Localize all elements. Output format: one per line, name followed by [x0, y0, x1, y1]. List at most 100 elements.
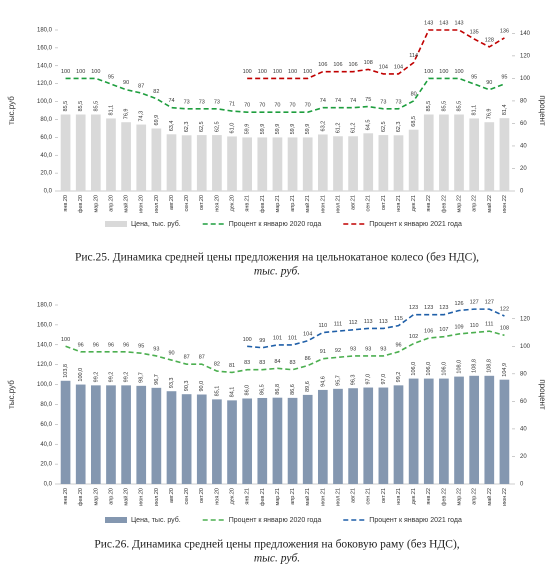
bar-value-label: 103,8: [63, 364, 69, 378]
line-value-label: 100: [454, 69, 463, 75]
line-value-label: 96: [93, 342, 99, 348]
bar: [272, 137, 283, 191]
x-tick-label: июн.22: [502, 195, 508, 213]
y-tick-label: 40,0: [40, 153, 52, 159]
x-tick-label: дек.20: [229, 488, 235, 504]
line: [247, 29, 505, 80]
x-tick-label: фев.21: [260, 195, 266, 213]
y2-tick-label: 60: [520, 399, 527, 405]
line-value-label: 74: [350, 98, 356, 104]
x-tick-label: янв.22: [426, 195, 432, 212]
line-value-label: 70: [274, 103, 280, 109]
line-value-label: 100: [91, 69, 100, 75]
bar-value-label: 99,2: [108, 372, 114, 383]
line-value-label: 112: [349, 320, 358, 326]
line-value-label: 109: [454, 324, 463, 330]
line-value-label: 113: [364, 319, 373, 325]
bar-value-label: 81,1: [472, 105, 478, 116]
y-tick-label: 0,0: [44, 189, 53, 195]
line-value-label: 111: [485, 322, 493, 328]
bar: [106, 118, 116, 191]
legend-label: Цена, тыс. руб.: [131, 220, 181, 228]
bar-value-label: 94,6: [320, 376, 326, 387]
bar-value-label: 99,2: [93, 372, 99, 383]
bar: [317, 134, 328, 191]
bar: [136, 385, 147, 484]
caption-unit: тыс. руб.: [254, 553, 300, 565]
line-value-label: 126: [454, 301, 463, 307]
bar: [439, 114, 449, 191]
line-value-label: 100: [258, 69, 267, 75]
bar-value-label: 93,3: [169, 377, 175, 388]
bar: [75, 384, 86, 484]
x-tick-label: мар.20: [93, 488, 99, 506]
line-value-label: 93: [350, 346, 356, 352]
x-tick-label: окт.21: [381, 488, 387, 503]
bar: [227, 136, 237, 191]
line-value-label: 136: [500, 28, 509, 34]
bar-value-label: 76,9: [487, 108, 493, 119]
bar-value-label: 104,9: [502, 363, 508, 377]
x-tick-label: дек.20: [229, 195, 235, 211]
line-value-label: 111: [334, 322, 342, 328]
x-tick-label: сен.20: [184, 488, 190, 505]
bar-value-label: 59,9: [290, 124, 296, 135]
y2-tick-label: 100: [520, 344, 531, 350]
line-value-label: 96: [108, 342, 114, 348]
line-value-label: 101: [288, 335, 297, 341]
line-value-label: 123: [409, 305, 418, 311]
bar: [469, 118, 480, 191]
bar-value-label: 95,7: [335, 375, 341, 386]
line-value-label: 93: [365, 346, 371, 352]
bar: [242, 398, 253, 484]
x-tick-label: окт.21: [381, 195, 387, 210]
x-tick-label: апр.22: [472, 488, 478, 505]
bar: [136, 124, 147, 191]
y-tick-label: 160,0: [37, 322, 53, 328]
line-value-label: 73: [199, 99, 205, 105]
x-tick-label: янв.20: [63, 195, 69, 212]
line-value-label: 90: [168, 351, 174, 357]
x-tick-label: май.20: [123, 195, 130, 213]
x-tick-label: мар.21: [275, 195, 281, 213]
bar-value-label: 63,4: [169, 121, 175, 132]
x-tick-label: мар.22: [456, 195, 462, 213]
line-value-label: 74: [168, 98, 174, 104]
x-tick-label: мар.22: [456, 488, 462, 506]
bar: [166, 134, 177, 191]
y2-tick-label: 120: [520, 53, 531, 59]
bar-value-label: 89,6: [305, 381, 311, 392]
x-tick-label: сен.21: [366, 195, 372, 212]
bar: [75, 114, 86, 191]
y-tick-label: 80,0: [40, 402, 52, 408]
bar-value-label: 90,0: [199, 381, 205, 392]
line-value-label: 100: [273, 69, 282, 75]
y2-tick-label: 20: [520, 454, 527, 460]
x-tick-label: авг.20: [169, 195, 175, 210]
bar-value-label: 69,9: [154, 115, 160, 126]
bar: [454, 376, 464, 484]
line-value-label: 90: [486, 80, 492, 86]
x-tick-label: апр.20: [108, 488, 114, 505]
bar: [257, 137, 268, 191]
x-tick-label: янв.21: [245, 195, 251, 212]
x-tick-label: авг.21: [351, 195, 357, 210]
line-value-label: 99: [259, 338, 265, 344]
bar-value-label: 86,6: [290, 384, 296, 395]
y2-tick-label: 100: [520, 76, 531, 82]
x-tick-label: янв.22: [426, 488, 432, 505]
line-value-label: 100: [439, 69, 448, 75]
y-tick-label: 120,0: [37, 81, 53, 87]
bar-value-label: 86,5: [260, 384, 266, 395]
y-tick-label: 100,0: [37, 382, 53, 388]
line-value-label: 108: [364, 60, 373, 66]
x-tick-label: ноя.21: [396, 488, 402, 505]
line-value-label: 96: [395, 342, 401, 348]
bar: [121, 122, 131, 191]
line-value-label: 114: [409, 53, 418, 59]
line-value-label: 70: [290, 103, 296, 109]
bar-value-label: 108,0: [456, 360, 462, 374]
x-tick-label: май.20: [123, 488, 130, 506]
bar-value-label: 96,3: [351, 375, 357, 386]
line-value-label: 71: [229, 102, 235, 108]
